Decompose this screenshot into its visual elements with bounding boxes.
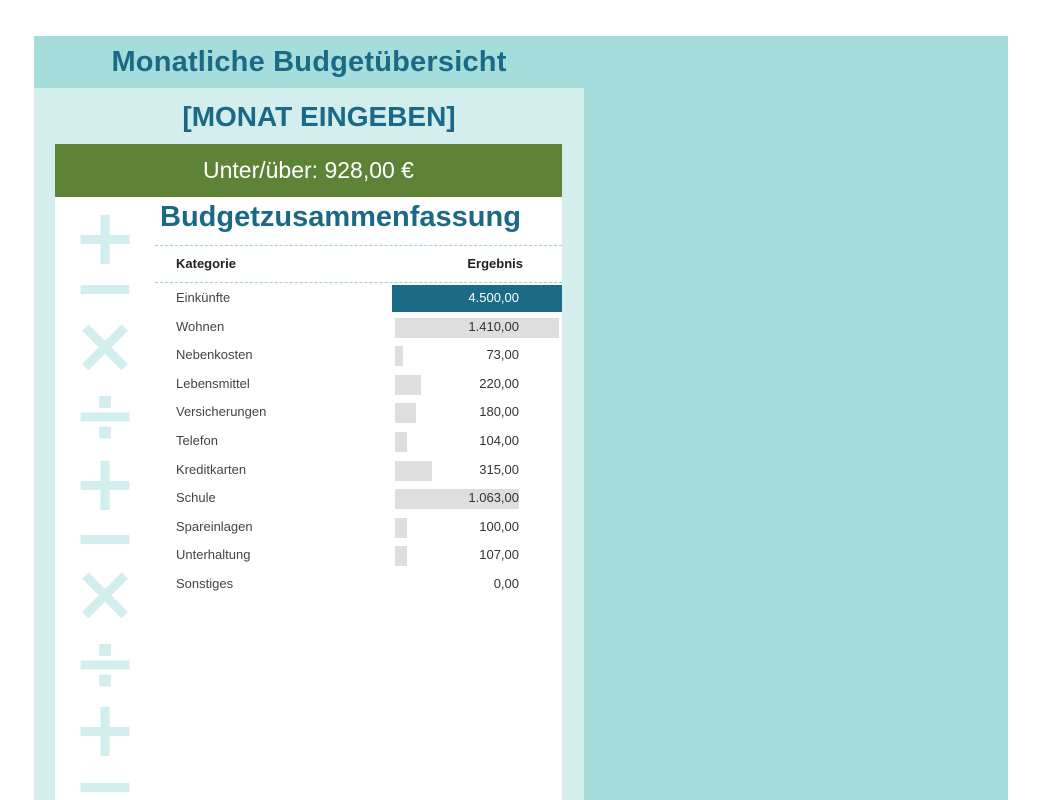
category-label: Kreditkarten — [176, 461, 247, 477]
category-label: Spareinlagen — [176, 518, 253, 534]
table-row: Nebenkosten 73,00 — [155, 341, 562, 369]
column-header-result: Ergebnis — [467, 256, 523, 271]
result-value: 107,00 — [479, 547, 519, 563]
month-field[interactable]: [MONAT EINGEBEN] — [182, 101, 456, 132]
category-label: Unterhaltung — [176, 547, 251, 563]
table-row: Unterhaltung 107,00 — [155, 541, 562, 569]
page-title: Monatliche Budgetübersicht — [111, 45, 507, 78]
minus-icon: − — [72, 243, 138, 333]
data-bar — [395, 517, 407, 538]
header-divider — [155, 282, 562, 283]
summary-title: Budgetzusammenfassung — [160, 201, 521, 233]
data-bar — [395, 546, 407, 567]
math-symbols-decoration: + − × ÷ + − × ÷ + − — [55, 197, 155, 800]
table-row: Spareinlagen 100,00 — [155, 513, 562, 541]
plus-icon: + — [72, 197, 138, 283]
data-bar — [395, 432, 407, 452]
multiply-icon: × — [72, 301, 138, 391]
result-value: 1.063,00 — [468, 490, 519, 506]
result-value: 73,00 — [486, 347, 519, 363]
data-bar — [395, 460, 432, 481]
category-label: Sonstiges — [176, 576, 234, 591]
result-value: 100,00 — [479, 518, 519, 534]
result-value: 220,00 — [479, 375, 519, 391]
category-label: Einkünfte — [176, 290, 231, 305]
data-bar — [395, 317, 559, 338]
data-bar — [395, 403, 416, 424]
table-row: Einkünfte 4.500,00 — [155, 284, 562, 312]
category-label: Nebenkosten — [176, 347, 253, 363]
minus-icon: − — [72, 493, 138, 583]
data-bar — [395, 346, 403, 367]
multiply-icon: × — [72, 549, 138, 639]
table-row: Schule 1.063,00 — [155, 484, 562, 512]
result-value: 104,00 — [479, 433, 519, 448]
divide-icon: ÷ — [72, 371, 138, 461]
category-label: Lebensmittel — [176, 375, 250, 391]
category-label: Wohnen — [176, 318, 225, 334]
highlight-bar — [392, 285, 562, 312]
table-row: Sonstiges 0,00 — [155, 570, 562, 598]
result-value: 1.410,00 — [468, 318, 519, 334]
plus-icon: + — [72, 685, 138, 775]
title-divider — [155, 245, 562, 246]
category-label: Telefon — [176, 433, 218, 448]
data-bar — [395, 374, 421, 395]
plus-icon: + — [72, 439, 138, 529]
result-value: 315,00 — [479, 461, 519, 477]
result-value: 0,00 — [493, 576, 519, 591]
balance-banner: Unter/über: 928,00 € — [55, 144, 562, 197]
data-bar — [395, 489, 519, 510]
minus-icon: − — [72, 741, 138, 800]
table-row: Lebensmittel 220,00 — [155, 370, 562, 398]
table-row: Wohnen 1.410,00 — [155, 313, 562, 341]
table-row: Versicherungen 180,00 — [155, 398, 562, 426]
result-value: 4.500,00 — [468, 290, 519, 305]
table-row: Telefon 104,00 — [155, 427, 562, 455]
table-row: Kreditkarten 315,00 — [155, 456, 562, 484]
category-label: Schule — [176, 490, 216, 506]
column-header-category: Kategorie — [176, 256, 236, 271]
category-label: Versicherungen — [176, 404, 267, 420]
result-value: 180,00 — [479, 404, 519, 420]
divide-icon: ÷ — [72, 619, 138, 709]
